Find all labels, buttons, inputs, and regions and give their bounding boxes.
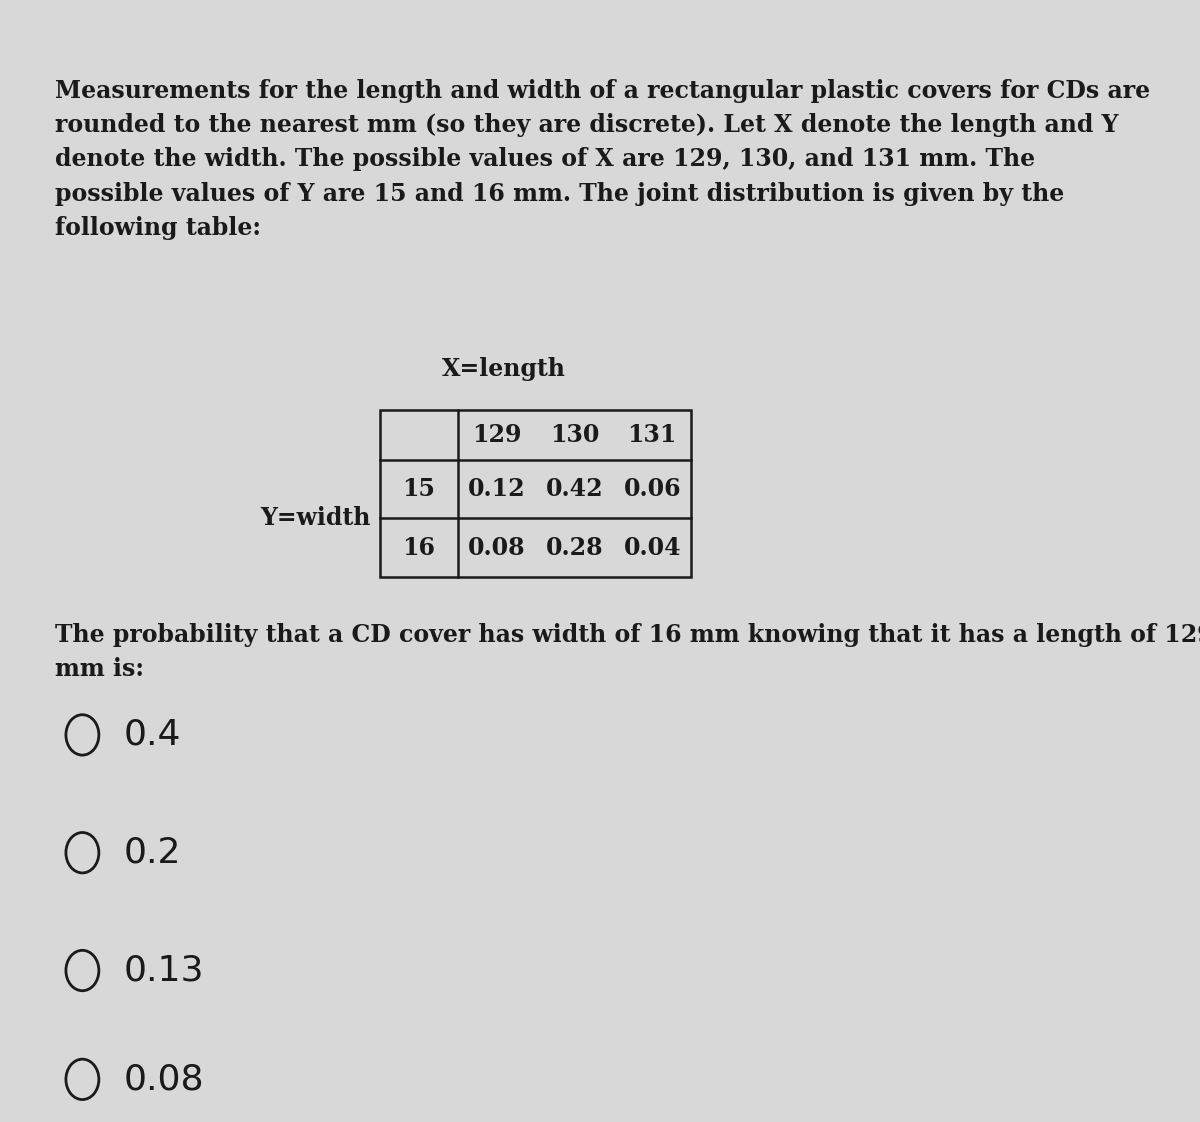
Text: 129: 129 [472,423,521,447]
Text: 15: 15 [402,477,436,502]
Bar [380,410,691,577]
Text: 0.08: 0.08 [468,535,526,560]
Text: 0.28: 0.28 [546,535,604,560]
Text: 0.12: 0.12 [468,477,526,502]
Text: 0.04: 0.04 [624,535,682,560]
Text: 0.13: 0.13 [124,954,204,987]
Text: 131: 131 [628,423,677,447]
Text: 16: 16 [402,535,436,560]
Text: Y=width: Y=width [260,506,371,531]
Text: 0.06: 0.06 [624,477,682,502]
Text: Measurements for the length and width of a rectangular plastic covers for CDs ar: Measurements for the length and width of… [55,79,1150,240]
Text: 0.42: 0.42 [546,477,604,502]
Text: The probability that a CD cover has width of 16 mm knowing that it has a length : The probability that a CD cover has widt… [55,623,1200,681]
Text: 130: 130 [550,423,599,447]
Text: 0.4: 0.4 [124,718,181,752]
Text: 0.2: 0.2 [124,836,181,870]
Text: X=length: X=length [442,358,565,381]
Text: 0.08: 0.08 [124,1063,204,1096]
